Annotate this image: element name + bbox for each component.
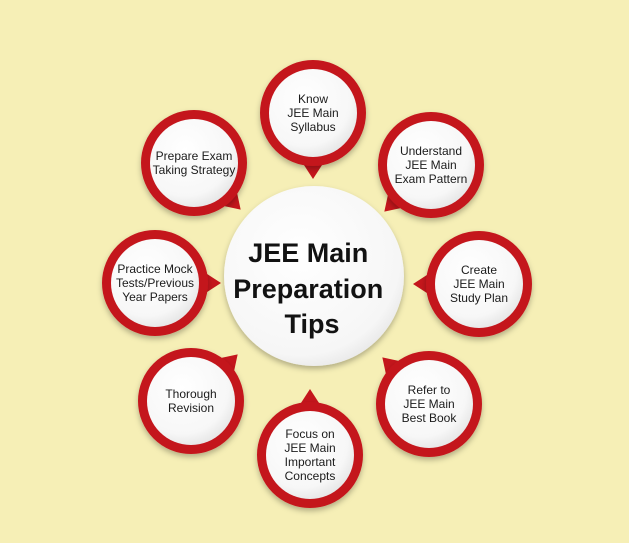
- tip-pointer: [302, 162, 324, 179]
- tip-node-important-concepts: Focus on JEE Main Important Concepts: [257, 389, 363, 508]
- tip-label: Refer to JEE Main Best Book: [402, 383, 458, 425]
- tip-label-line: Taking Strategy: [153, 163, 236, 177]
- tip-label: Understand JEE Main Exam Pattern: [395, 144, 468, 186]
- tip-label-line: Understand: [400, 144, 462, 158]
- tip-node-know-syllabus: Know JEE Main Syllabus: [260, 60, 366, 179]
- tip-label-line: Create: [461, 263, 497, 277]
- tip-label: Know JEE Main Syllabus: [287, 92, 338, 134]
- tip-label-line: Practice Mock: [117, 262, 193, 276]
- tip-node-exam-pattern: Understand JEE Main Exam Pattern: [378, 112, 484, 218]
- tip-label: Focus on JEE Main Important Concepts: [284, 427, 336, 483]
- tip-node-exam-strategy: Prepare Exam Taking Strategy: [141, 110, 247, 216]
- tip-label-line: JEE Main: [284, 441, 335, 455]
- tip-circle: [111, 239, 199, 327]
- center-node: JEE Main Preparation Tips: [224, 186, 404, 366]
- tip-label-line: Exam Pattern: [395, 172, 468, 186]
- tip-circle: [269, 69, 357, 157]
- center-title-line-2: Preparation: [233, 274, 383, 304]
- center-title-line-1: JEE Main: [248, 238, 368, 268]
- tip-label: Practice Mock Tests/Previous Year Papers: [116, 262, 194, 304]
- tip-label-line: Year Papers: [122, 290, 188, 304]
- tip-label: Prepare Exam Taking Strategy: [153, 149, 236, 177]
- center-title: JEE Main Preparation Tips: [233, 238, 391, 339]
- tip-pointer: [299, 389, 321, 406]
- tip-label-line: Important: [285, 455, 336, 469]
- tip-label-line: Focus on: [285, 427, 334, 441]
- center-title-line-3: Tips: [284, 309, 339, 339]
- tip-label-line: Refer to: [408, 383, 451, 397]
- tip-label-line: Syllabus: [290, 120, 335, 134]
- tip-circle: [385, 360, 473, 448]
- tip-label-line: Tests/Previous: [116, 276, 194, 290]
- tip-label-line: Prepare Exam: [156, 149, 233, 163]
- tip-label-line: JEE Main: [453, 277, 504, 291]
- tip-label-line: Thorough: [165, 387, 216, 401]
- tip-label-line: JEE Main: [287, 106, 338, 120]
- tip-circle: [387, 121, 475, 209]
- tip-node-mock-tests: Practice Mock Tests/Previous Year Papers: [102, 230, 221, 336]
- tip-circle: [150, 119, 238, 207]
- tip-label-line: Know: [298, 92, 328, 106]
- tip-label-line: JEE Main: [403, 397, 454, 411]
- center-circle: [224, 186, 404, 366]
- tip-circle: [435, 240, 523, 328]
- tip-pointer: [204, 272, 221, 294]
- tip-label-line: Study Plan: [450, 291, 508, 305]
- tip-circle: [147, 357, 235, 445]
- tip-label-line: Concepts: [285, 469, 336, 483]
- tip-label-line: Revision: [168, 401, 214, 415]
- tip-label-line: Best Book: [402, 411, 458, 425]
- tip-label: Create JEE Main Study Plan: [450, 263, 508, 305]
- tip-node-study-plan: Create JEE Main Study Plan: [413, 231, 532, 337]
- tip-node-thorough-revision: Thorough Revision: [138, 348, 244, 454]
- tip-pointer: [413, 273, 430, 295]
- tip-circle: [266, 411, 354, 499]
- tip-label-line: JEE Main: [405, 158, 456, 172]
- tip-label: Thorough Revision: [165, 387, 216, 415]
- tip-node-best-book: Refer to JEE Main Best Book: [376, 351, 482, 457]
